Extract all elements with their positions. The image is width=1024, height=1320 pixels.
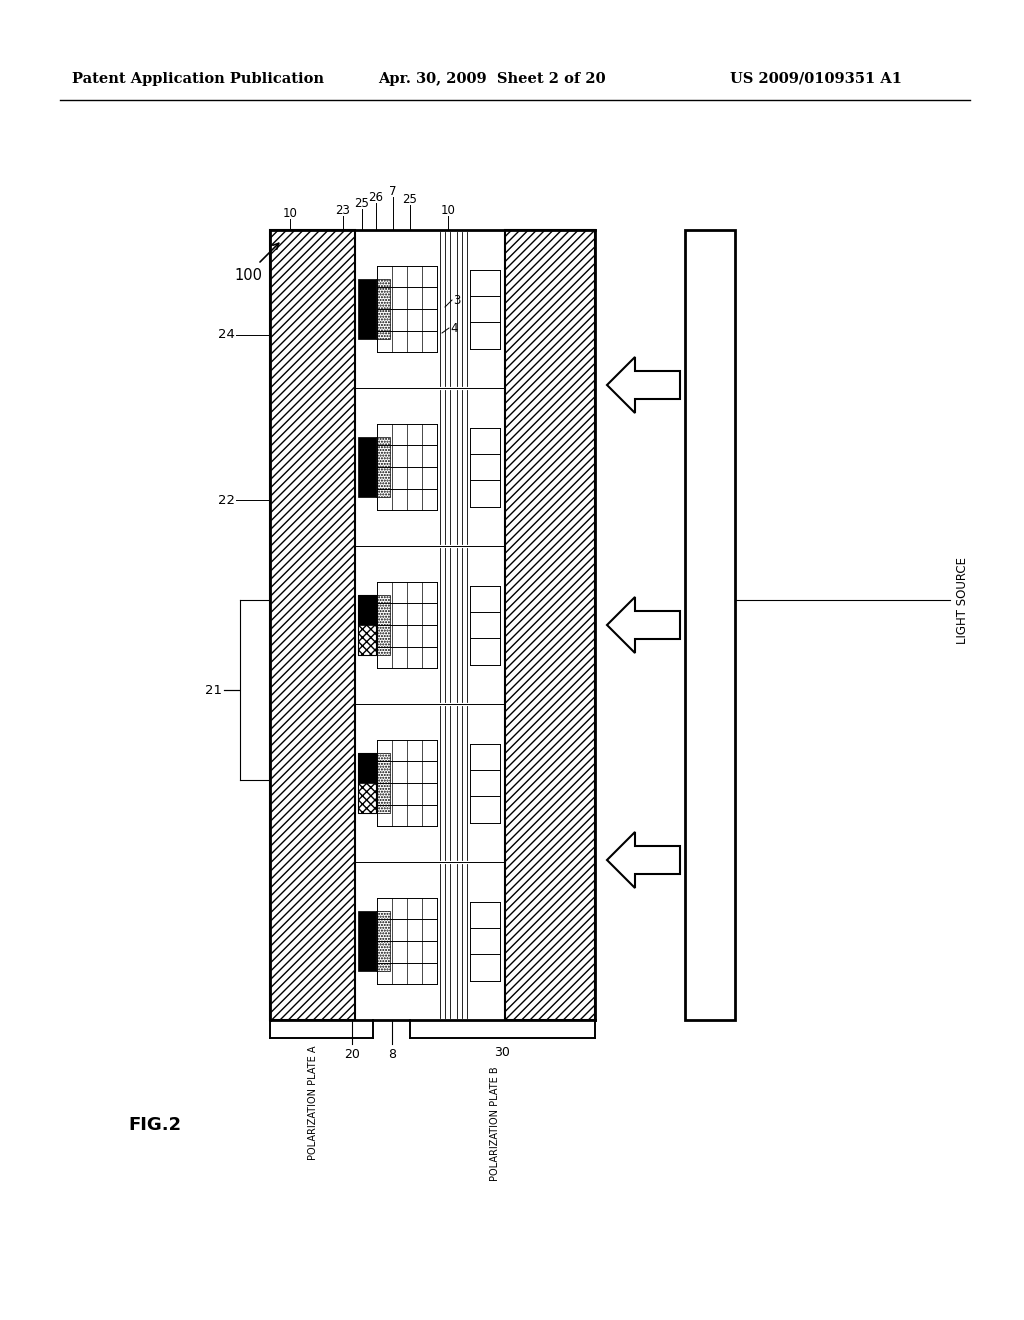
Polygon shape [358,595,376,655]
Polygon shape [358,595,376,624]
Text: 20: 20 [344,1048,360,1061]
Text: FIG.2: FIG.2 [128,1115,181,1134]
Text: 10: 10 [283,207,297,220]
Text: 7: 7 [389,185,396,198]
Text: 23: 23 [336,205,350,216]
Polygon shape [358,752,376,813]
Text: LIGHT SOURCE: LIGHT SOURCE [956,557,970,644]
Text: 21: 21 [205,684,222,697]
Polygon shape [505,230,595,1020]
Text: POLARIZATION PLATE A: POLARIZATION PLATE A [308,1045,318,1160]
Polygon shape [607,597,680,653]
Polygon shape [358,437,376,498]
Text: US 2009/0109351 A1: US 2009/0109351 A1 [730,73,902,86]
Polygon shape [358,595,376,655]
Text: 4: 4 [450,322,458,334]
Polygon shape [358,752,376,813]
Polygon shape [270,230,355,1020]
Text: 8: 8 [388,1048,396,1061]
Text: 30: 30 [495,1045,510,1059]
Polygon shape [358,279,376,339]
Polygon shape [685,230,735,1020]
Text: 100: 100 [234,268,262,282]
Text: 24: 24 [218,329,234,342]
Text: Patent Application Publication: Patent Application Publication [72,73,324,86]
Polygon shape [607,356,680,413]
Text: 25: 25 [402,193,418,206]
Text: 3: 3 [453,293,461,306]
Text: 26: 26 [369,191,384,205]
Polygon shape [358,752,376,783]
Text: POLARIZATION PLATE B: POLARIZATION PLATE B [489,1067,500,1180]
Text: 22: 22 [218,494,234,507]
Polygon shape [607,832,680,888]
Text: 10: 10 [440,205,456,216]
Polygon shape [358,911,376,972]
Text: Apr. 30, 2009  Sheet 2 of 20: Apr. 30, 2009 Sheet 2 of 20 [378,73,605,86]
Text: 25: 25 [354,197,370,210]
